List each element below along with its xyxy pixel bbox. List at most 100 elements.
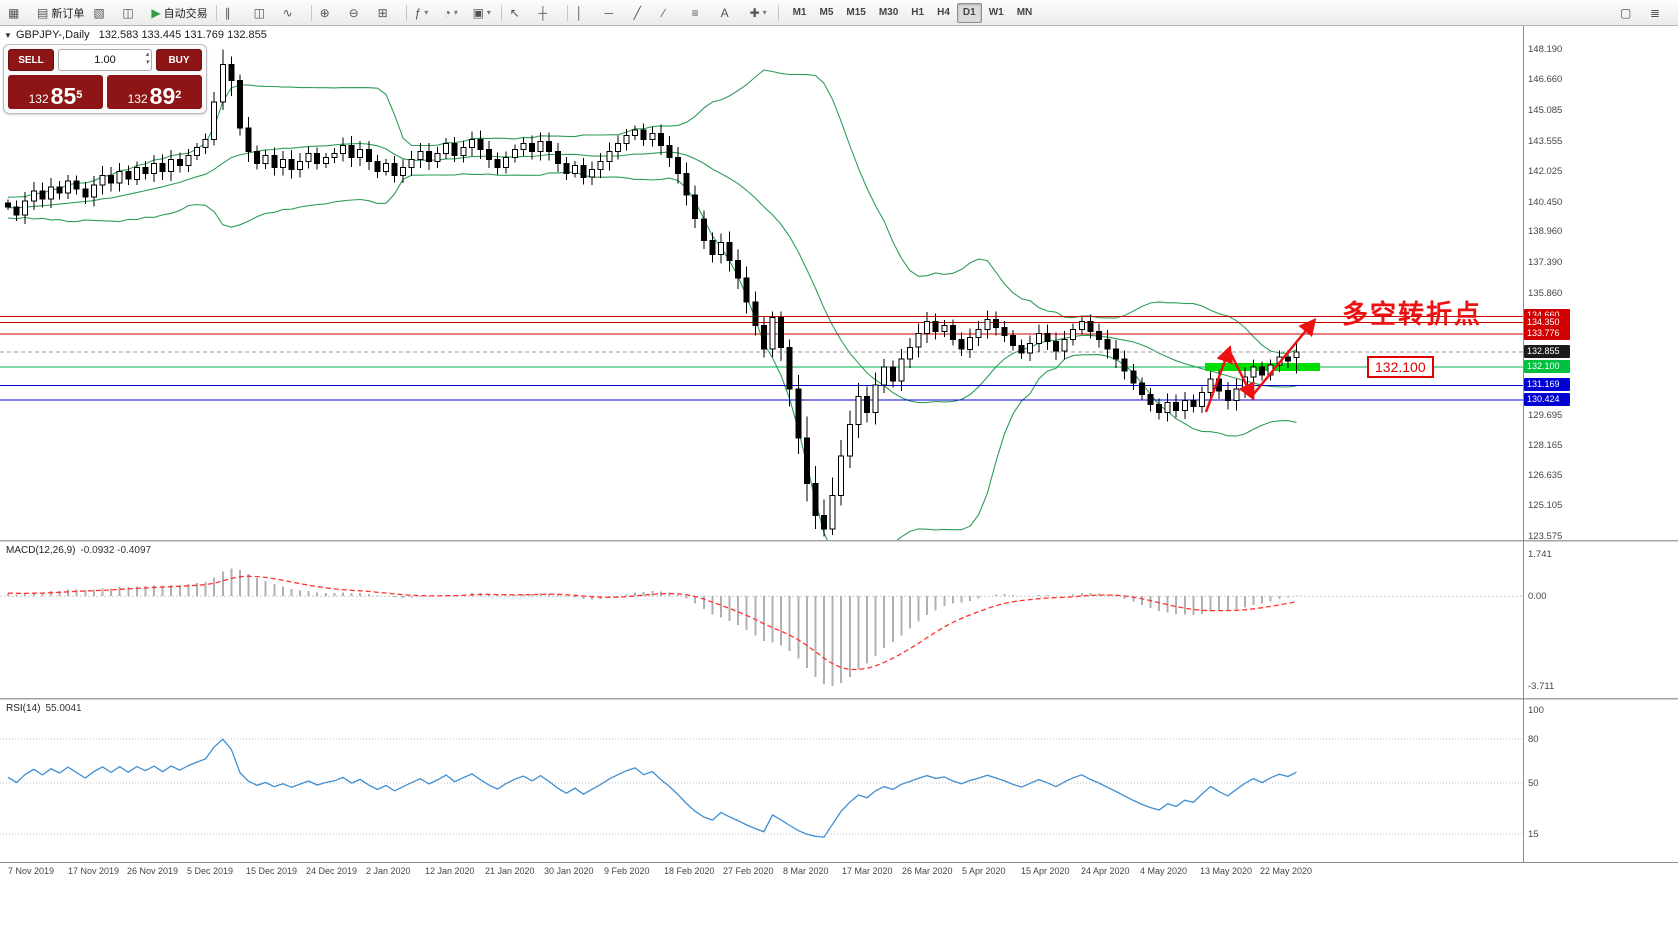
timeframe-h4[interactable]: H4	[937, 7, 950, 18]
date-axis-label: 15 Apr 2020	[1021, 866, 1070, 876]
text-button[interactable]: A	[717, 2, 745, 24]
macd-current-values: -0.0932 -0.4097	[80, 545, 152, 556]
text-icon: A	[720, 5, 729, 20]
volume-decrease-button[interactable]: ▾	[145, 59, 149, 66]
zoom-in-button[interactable]: ⊕	[316, 2, 344, 24]
panel-separator[interactable]	[0, 698, 1678, 700]
tile-windows-button[interactable]: ⊞	[374, 2, 402, 24]
buy-button[interactable]: BUY	[156, 49, 202, 71]
date-axis-label: 26 Nov 2019	[127, 866, 179, 876]
price-axis-label: 135.860	[1528, 288, 1563, 299]
chart-candles-button[interactable]: ◫	[250, 2, 278, 24]
fibonacci-button[interactable]: ≡	[688, 2, 716, 24]
date-axis-label: 9 Feb 2020	[604, 866, 650, 876]
periods-button[interactable]: ◔ ▾	[440, 2, 468, 24]
chart-profiles-button[interactable]: ▧	[89, 2, 117, 24]
price-axis-label: 140.450	[1528, 197, 1563, 208]
new-order-icon: ▤	[37, 5, 49, 20]
volume-increase-button[interactable]: ▴	[145, 51, 149, 58]
price-axis-label: 145.085	[1528, 105, 1563, 116]
periods-icon: ◔	[443, 5, 451, 20]
chart-line-icon: ∿	[282, 5, 293, 20]
volume-field[interactable]: 1.00 ▴ ▾	[58, 49, 152, 71]
rsi-axis-label: 15	[1528, 829, 1539, 840]
horizontal-line-icon: ─	[604, 5, 614, 20]
trendline-button[interactable]: ╱	[630, 2, 658, 24]
sell-price-display[interactable]: 132 85 5	[8, 75, 103, 109]
price-axis-label: 125.105	[1528, 500, 1563, 511]
rsi-canvas[interactable]	[0, 700, 1523, 862]
price-axis-label: 137.390	[1528, 257, 1563, 268]
date-axis-label: 22 May 2020	[1260, 866, 1313, 876]
price-axis-border	[1523, 26, 1524, 880]
chevron-down-icon: ▾	[453, 8, 458, 17]
macd-panel[interactable]: MACD(12,26,9) -0.0932 -0.4097	[0, 542, 1678, 698]
macd-axis-label: -3.711	[1528, 681, 1555, 692]
toolbar-separator	[310, 4, 312, 21]
new-order-button[interactable]: ▤ 新订单	[33, 2, 88, 24]
date-axis[interactable]: 7 Nov 2019 17 Nov 2019 26 Nov 2019 5 Dec 20…	[0, 862, 1678, 881]
volume-spinner: ▴ ▾	[145, 51, 149, 67]
buy-price-display[interactable]: 132 89 2	[107, 75, 202, 109]
timeframe-mn[interactable]: MN	[1016, 7, 1033, 18]
date-axis-label: 17 Nov 2019	[68, 866, 120, 876]
price-tag: 132.855	[1524, 345, 1570, 358]
rsi-level-lines	[0, 738, 1523, 835]
chart-bars-button[interactable]: ∥	[221, 2, 249, 24]
data-window-button[interactable]: ◫	[118, 2, 146, 24]
arrows-icon: ✚	[749, 5, 760, 20]
timeframe-m15[interactable]: M15	[846, 7, 866, 18]
rsi-panel[interactable]: RSI(14) 55.0041	[0, 700, 1678, 862]
horizontal-line-button[interactable]: ─	[601, 2, 629, 24]
date-axis-label: 24 Apr 2020	[1081, 866, 1130, 876]
templates-button[interactable]: ▣ ▾	[469, 2, 497, 24]
channel-button[interactable]: ∕	[659, 2, 687, 24]
price-chart-panel[interactable]: ▼ GBPJPY-,Daily 132.583 133.445 131.769 …	[0, 26, 1678, 540]
timeframe-w1[interactable]: W1	[988, 7, 1004, 18]
new-chart-button[interactable]: ▦	[4, 2, 32, 24]
chart-profiles-icon: ▧	[93, 5, 105, 20]
toolbar-separator	[405, 4, 407, 21]
price-tag: 134.350	[1524, 316, 1570, 329]
zoom-out-button[interactable]: ⊖	[345, 2, 373, 24]
rsi-label: RSI(14) 55.0041	[6, 703, 82, 714]
one-click-trading-panel: SELL 1.00 ▴ ▾ BUY 132 85 5 132 89 2	[3, 44, 207, 114]
vertical-line-button[interactable]: │	[572, 2, 600, 24]
date-axis-label: 4 May 2020	[1140, 866, 1188, 876]
timeframe-d1[interactable]: D1	[956, 2, 982, 23]
arrows-button[interactable]: ✚ ▾	[746, 2, 774, 24]
macd-histogram	[7, 568, 1298, 686]
date-axis-label: 5 Apr 2020	[962, 866, 1006, 876]
timeframe-m5[interactable]: M5	[819, 7, 834, 18]
one-click-collapse-toggle[interactable]: ▼	[4, 31, 12, 40]
crosshair-button[interactable]: ┼	[535, 2, 563, 24]
chart-candles-icon: ◫	[253, 5, 265, 20]
price-axis-label: 138.960	[1528, 226, 1563, 237]
price-tag: 130.424	[1524, 393, 1570, 406]
price-chart-canvas[interactable]	[0, 26, 1523, 540]
panel-separator[interactable]	[0, 540, 1678, 542]
data-window-icon: ◫	[122, 5, 134, 20]
rsi-axis-label: 80	[1528, 734, 1539, 745]
date-axis-label: 5 Dec 2019	[187, 866, 234, 876]
price-axis-label: 129.695	[1528, 410, 1563, 421]
price-axis-label: 143.555	[1528, 136, 1563, 147]
timeframe-m30[interactable]: M30	[878, 7, 899, 18]
cursor-button[interactable]: ↖	[506, 2, 534, 24]
price-axis-label: 128.165	[1528, 440, 1563, 451]
auto-trading-button[interactable]: ▶ 自动交易	[147, 2, 211, 24]
timeframe-m1[interactable]: M1	[792, 7, 807, 18]
toolbar-separator	[215, 4, 217, 21]
sell-button[interactable]: SELL	[8, 49, 54, 71]
channel-icon: ∕	[662, 5, 665, 20]
indicators-button[interactable]: ƒ ▾	[411, 2, 439, 24]
timeframe-h1[interactable]: H1	[911, 7, 925, 18]
price-axis-label: 148.190	[1528, 44, 1563, 55]
macd-canvas[interactable]	[0, 542, 1523, 698]
macd-label: MACD(12,26,9) -0.0932 -0.4097	[6, 545, 152, 556]
chart-line-button[interactable]: ∿	[279, 2, 307, 24]
options-button[interactable]: ≣	[1646, 2, 1674, 24]
macd-signal-line	[7, 575, 1297, 671]
timeframe-group: M1 M5 M15 M30 H1 H4 D1 W1 MN	[787, 2, 1039, 23]
fullscreen-button[interactable]: ▢	[1616, 2, 1644, 24]
